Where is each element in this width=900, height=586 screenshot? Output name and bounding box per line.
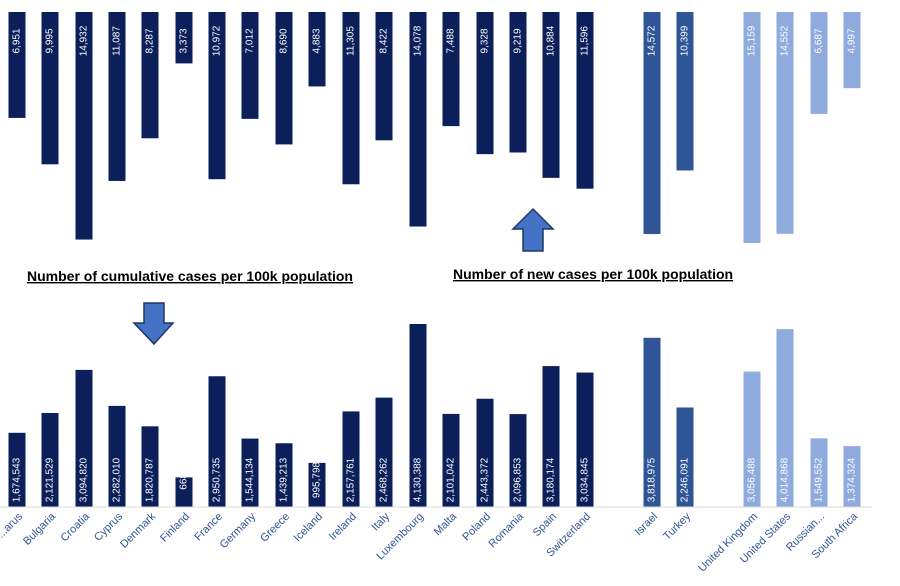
cumulative-cases-value-label: 3,034,845 <box>580 457 591 502</box>
new-cases-value-label: 14,572 <box>647 25 658 56</box>
cumulative-cases-value-label: 1,374,324 <box>847 457 858 502</box>
category-label: Greece <box>258 511 292 545</box>
new-cases-value-label: 9,995 <box>45 28 56 53</box>
cumulative-cases-value-label: 2,157,761 <box>346 457 357 502</box>
cumulative-cases-value-label: 1,820,787 <box>145 457 156 502</box>
category-label: Germany <box>218 510 259 551</box>
cumulative-cases-value-label: 3,180,174 <box>546 457 557 502</box>
cumulative-cases-value-label: 2,246,091 <box>680 457 691 502</box>
new-cases-value-label: 3,373 <box>179 28 190 53</box>
category-label: Spain <box>531 511 559 539</box>
new-cases-value-label: 15,159 <box>747 25 758 56</box>
cumulative-cases-value-label: 2,121,529 <box>45 457 56 502</box>
cumulative-cases-value-label: 2,101,042 <box>446 457 457 502</box>
new-cases-value-label: 4,883 <box>312 28 323 53</box>
new-cases-value-label: 9,328 <box>480 28 491 53</box>
cumulative-cases-value-label: 4,130,388 <box>413 457 424 502</box>
cumulative-cases-value-label: 1,439,213 <box>279 457 290 502</box>
cumulative-cases-value-label: 2,468,262 <box>379 457 390 502</box>
category-label: Israel <box>633 511 661 539</box>
cumulative-cases-value-label: 1,544,134 <box>245 457 256 502</box>
category-label: Denmark <box>118 510 158 550</box>
cumulative-cases-value-label: 4,014,868 <box>780 457 791 502</box>
new-cases-value-label: 11,305 <box>346 26 357 56</box>
cumulative-cases-bars: 1,674,543 2,121,529 3,094,820 2,282,010 1,82… <box>9 324 861 507</box>
new-cases-value-label: 11,596 <box>580 26 591 56</box>
cumulative-cases-title: Number of cumulative cases per 100k popu… <box>27 268 353 284</box>
new-cases-value-label: 8,422 <box>379 28 390 53</box>
new-cases-value-label: 8,690 <box>279 28 290 53</box>
cumulative-cases-value-label: 995,798 <box>312 461 323 498</box>
new-cases-value-label: 10,884 <box>546 25 557 56</box>
new-cases-value-label: 6,951 <box>12 28 23 53</box>
new-cases-value-label: 14,078 <box>413 25 424 56</box>
category-label: Turkey <box>661 510 693 542</box>
new-cases-value-label: 9,219 <box>513 28 524 53</box>
cumulative-cases-value-label: 1,549,552 <box>814 457 825 502</box>
category-label: Romania <box>487 510 527 550</box>
new-cases-bar <box>811 12 828 114</box>
cumulative-cases-value-label: 2,443,372 <box>480 457 491 502</box>
category-label: Bulgaria <box>21 510 59 548</box>
new-cases-bars: 6,951 9,995 14,932 11,087 8,287 3,373 10,972 7,… <box>9 12 861 243</box>
new-cases-value-label: 7,488 <box>446 28 457 53</box>
cumulative-cases-value-label: 2,950,735 <box>212 457 223 502</box>
new-cases-bar <box>9 12 26 118</box>
new-cases-bar <box>242 12 259 119</box>
category-label: Croatia <box>59 510 93 544</box>
category-label: ...arus <box>0 510 25 540</box>
cumulative-cases-value-label: 2,282,010 <box>112 457 123 502</box>
category-label: Italy <box>369 510 392 533</box>
category-label: Poland <box>460 511 493 544</box>
new-cases-value-label: 6,687 <box>814 28 825 53</box>
category-label: Iceland <box>292 511 326 545</box>
new-cases-value-label: 4,997 <box>847 28 858 53</box>
new-cases-value-label: 14,552 <box>780 25 791 56</box>
category-label: Ireland <box>327 511 359 543</box>
new-cases-value-label: 10,399 <box>680 25 691 56</box>
cumulative-cases-value-label: 2,096,853 <box>513 457 524 502</box>
new-cases-value-label: 14,932 <box>79 25 90 56</box>
cumulative-cases-value-label: 1,674,543 <box>12 457 23 502</box>
arrow-up-icon <box>513 209 553 251</box>
category-label: Malta <box>432 510 460 538</box>
new-cases-value-label: 8,287 <box>145 28 156 53</box>
cumulative-cases-value-label: 3,094,820 <box>79 457 90 502</box>
category-label: Finland <box>158 511 192 545</box>
cumulative-cases-value-label: 3,056,488 <box>747 457 758 502</box>
new-cases-value-label: 11,087 <box>112 26 123 56</box>
new-cases-title: Number of new cases per 100k population <box>453 266 733 282</box>
arrow-down-icon <box>134 303 173 344</box>
category-label: France <box>192 511 225 544</box>
new-cases-value-label: 10,972 <box>212 25 223 56</box>
cumulative-cases-value-label: 3,818,975 <box>647 457 658 502</box>
cumulative-cases-value-label: 668, <box>179 470 190 489</box>
new-cases-value-label: 7,012 <box>245 28 256 53</box>
category-label: United Kingdom <box>696 511 760 575</box>
